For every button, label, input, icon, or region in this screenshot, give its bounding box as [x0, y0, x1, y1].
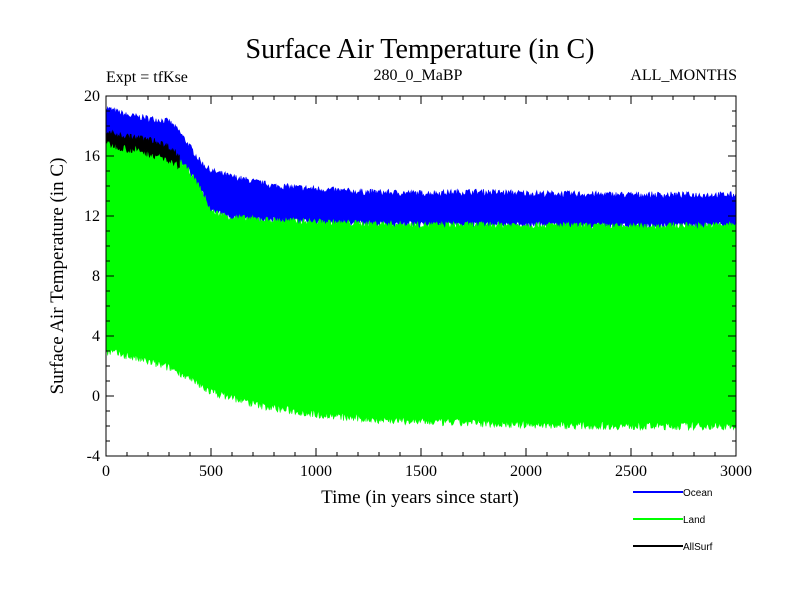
- y-tick-label: 0: [92, 388, 100, 405]
- chart-subtitle-center: 280_0_MaBP: [374, 67, 463, 84]
- y-tick-label: 8: [92, 268, 100, 285]
- legend-label-allsurf: AllSurf: [683, 542, 713, 553]
- chart-subtitle-left: Expt = tfKse: [106, 69, 188, 86]
- series-layer: [105, 105, 737, 432]
- y-tick-label: 12: [84, 208, 100, 225]
- chart-subtitle-right: ALL_MONTHS: [630, 67, 737, 84]
- legend: Ocean Land AllSurf: [633, 488, 713, 553]
- x-tick-label: 1500: [405, 463, 437, 480]
- x-tick-label: 1000: [300, 463, 332, 480]
- y-tick-label: 20: [84, 88, 100, 105]
- x-tick-label: 0: [102, 463, 110, 480]
- x-tick-labels: 0 500 1000 1500 2000 2500 3000: [102, 463, 752, 480]
- x-axis-label: Time (in years since start): [321, 487, 519, 508]
- legend-label-land: Land: [683, 515, 705, 526]
- x-tick-label: 2000: [510, 463, 542, 480]
- y-tick-label: 4: [92, 328, 100, 345]
- x-tick-label: 500: [199, 463, 223, 480]
- y-tick-label: 16: [84, 148, 100, 165]
- legend-label-ocean: Ocean: [683, 488, 712, 499]
- ticks-layer: [105, 95, 737, 457]
- x-tick-label: 3000: [720, 463, 752, 480]
- y-axis-label: Surface Air Temperature (in C): [47, 158, 68, 395]
- series-allsurf-band: [105, 129, 180, 170]
- x-tick-label: 2500: [615, 463, 647, 480]
- chart-title: Surface Air Temperature (in C): [246, 34, 595, 65]
- y-tick-labels: -4 0 4 8 12 16 20: [84, 88, 100, 465]
- y-tick-label: -4: [87, 448, 100, 465]
